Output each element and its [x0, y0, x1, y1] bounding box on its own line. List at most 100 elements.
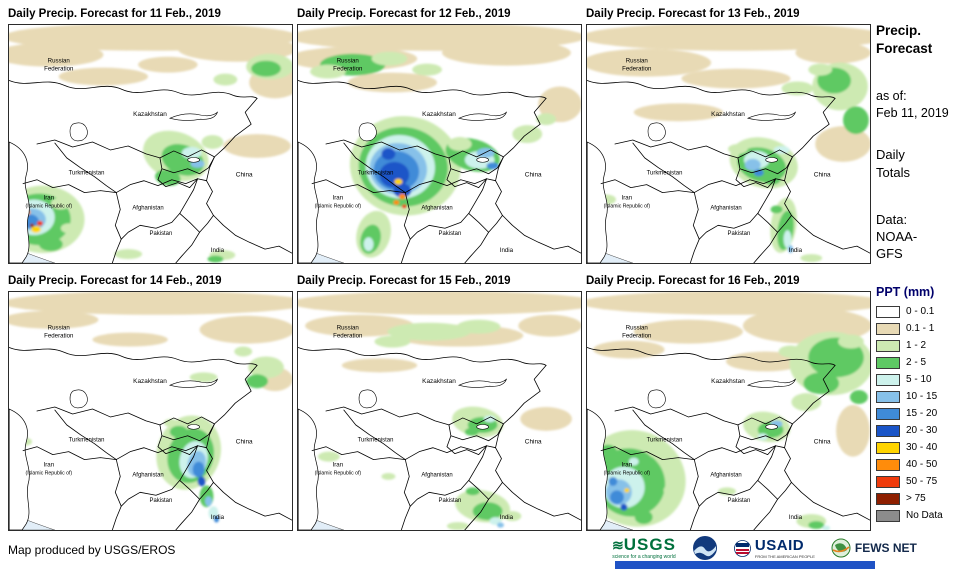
- legend-label: 30 - 40: [906, 442, 938, 453]
- svg-text:Kazakhstan: Kazakhstan: [422, 378, 456, 385]
- svg-text:Federation: Federation: [44, 66, 74, 73]
- panel-title: Daily Precip. Forecast for 11 Feb., 2019: [8, 8, 221, 20]
- legend-label: 0.1 - 1: [906, 323, 935, 334]
- legend-row: 10 - 15: [876, 388, 943, 405]
- svg-text:Turkmenistan: Turkmenistan: [647, 438, 683, 444]
- legend-label: 20 - 30: [906, 425, 938, 436]
- svg-text:(Islamic Republic of): (Islamic Republic of): [315, 203, 362, 209]
- panel-title: Daily Precip. Forecast for 13 Feb., 2019: [586, 8, 800, 20]
- svg-text:India: India: [500, 514, 514, 521]
- usaid-flag-icon: [734, 539, 751, 557]
- svg-text:(Islamic Republic of): (Islamic Republic of): [26, 470, 73, 476]
- fewsnet-logo-text: FEWS NET: [854, 541, 917, 555]
- legend-label: No Data: [906, 510, 943, 521]
- svg-text:Afghanistan: Afghanistan: [710, 205, 741, 211]
- svg-text:India: India: [500, 247, 514, 254]
- legend-row: 30 - 40: [876, 439, 943, 456]
- svg-text:Afghanistan: Afghanistan: [421, 472, 452, 478]
- svg-text:Federation: Federation: [44, 333, 74, 340]
- fewsnet-logo: FEWS NET: [831, 538, 917, 558]
- svg-text:Afghanistan: Afghanistan: [132, 472, 163, 478]
- panel-title: Daily Precip. Forecast for 15 Feb., 2019: [297, 275, 511, 287]
- legend-swatch: [876, 322, 900, 335]
- svg-text:(Islamic Republic of): (Islamic Republic of): [604, 203, 651, 209]
- svg-text:Federation: Federation: [333, 66, 363, 73]
- svg-text:India: India: [211, 514, 225, 521]
- forecast-panel-3: Daily Precip. Forecast for 13 Feb., 2019…: [586, 8, 871, 264]
- legend-row: 40 - 50: [876, 456, 943, 473]
- panel-title: Daily Precip. Forecast for 14 Feb., 2019: [8, 275, 222, 287]
- svg-text:Federation: Federation: [622, 333, 652, 340]
- panel-title: Daily Precip. Forecast for 12 Feb., 2019: [297, 8, 511, 20]
- svg-text:Afghanistan: Afghanistan: [421, 205, 452, 211]
- usaid-logo: USAID FROM THE AMERICAN PEOPLE: [734, 538, 815, 559]
- svg-text:Iran: Iran: [44, 195, 55, 202]
- usgs-logo: ≋USGS science for a changing world: [612, 536, 676, 560]
- legend-label: 10 - 15: [906, 391, 938, 402]
- svg-text:Iran: Iran: [333, 462, 344, 469]
- legend-row: > 75: [876, 490, 943, 507]
- svg-text:Iran: Iran: [44, 462, 55, 469]
- legend-label: 2 - 5: [906, 357, 927, 368]
- svg-text:Iran: Iran: [622, 195, 633, 202]
- legend-row: 15 - 20: [876, 405, 943, 422]
- svg-text:Russian: Russian: [48, 325, 71, 332]
- legend-swatch: [876, 390, 900, 403]
- svg-text:Afghanistan: Afghanistan: [710, 472, 741, 478]
- legend-label: 5 - 10: [906, 374, 932, 385]
- svg-text:Turkmenistan: Turkmenistan: [358, 171, 394, 177]
- legend-label: 15 - 20: [906, 408, 938, 419]
- legend-title: PPT (mm): [876, 285, 935, 299]
- svg-text:India: India: [789, 247, 803, 254]
- svg-text:India: India: [789, 514, 803, 521]
- svg-text:Pakistan: Pakistan: [728, 231, 751, 237]
- forecast-panel-2: Daily Precip. Forecast for 12 Feb., 2019…: [297, 8, 582, 264]
- legend-row: 0.1 - 1: [876, 320, 943, 337]
- legend-row: 0 - 0.1: [876, 303, 943, 320]
- legend-row: 50 - 75: [876, 473, 943, 490]
- info-sidebar: Precip. Forecast as of: Feb 11, 2019 Dai…: [876, 0, 964, 570]
- svg-text:Federation: Federation: [622, 66, 652, 73]
- daily-totals-label: Daily Totals: [876, 147, 910, 180]
- svg-text:China: China: [525, 439, 542, 446]
- legend-swatch: [876, 373, 900, 386]
- forecast-panel-6: Daily Precip. Forecast for 16 Feb., 2019…: [586, 275, 871, 531]
- svg-text:India: India: [211, 247, 225, 254]
- usaid-tagline: FROM THE AMERICAN PEOPLE: [754, 553, 815, 559]
- legend-swatch: [876, 356, 900, 369]
- legend-row: 20 - 30: [876, 422, 943, 439]
- legend-swatch: [876, 339, 900, 352]
- legend-swatch: [876, 424, 900, 437]
- svg-text:Kazakhstan: Kazakhstan: [133, 378, 167, 385]
- svg-text:Pakistan: Pakistan: [150, 498, 173, 504]
- svg-text:(Islamic Republic of): (Islamic Republic of): [315, 470, 362, 476]
- svg-text:China: China: [236, 439, 253, 446]
- svg-text:Turkmenistan: Turkmenistan: [647, 171, 683, 177]
- panel-title: Daily Precip. Forecast for 16 Feb., 2019: [586, 275, 800, 287]
- usaid-logo-text: USAID: [754, 536, 805, 554]
- usgs-wave-icon: ≋: [612, 537, 624, 553]
- svg-text:Russian: Russian: [626, 325, 649, 332]
- svg-text:Russian: Russian: [626, 58, 649, 65]
- legend-swatch: [876, 441, 900, 454]
- svg-text:(Islamic Republic of): (Islamic Republic of): [26, 203, 73, 209]
- legend-label: > 75: [906, 493, 926, 504]
- svg-text:Turkmenistan: Turkmenistan: [69, 171, 105, 177]
- legend-label: 1 - 2: [906, 340, 927, 351]
- svg-text:Pakistan: Pakistan: [439, 498, 462, 504]
- footer-bar: [615, 561, 875, 569]
- legend-row: 1 - 2: [876, 337, 943, 354]
- legend-swatch: [876, 492, 900, 505]
- svg-text:China: China: [814, 439, 831, 446]
- legend-swatch: [876, 475, 900, 488]
- forecast-panel-5: Daily Precip. Forecast for 15 Feb., 2019…: [297, 275, 582, 531]
- forecast-panel-1: Daily Precip. Forecast for 11 Feb., 2019…: [8, 8, 293, 264]
- svg-text:Afghanistan: Afghanistan: [132, 205, 163, 211]
- legend-label: 0 - 0.1: [906, 306, 935, 317]
- svg-text:Kazakhstan: Kazakhstan: [133, 111, 167, 118]
- legend-swatch: [876, 407, 900, 420]
